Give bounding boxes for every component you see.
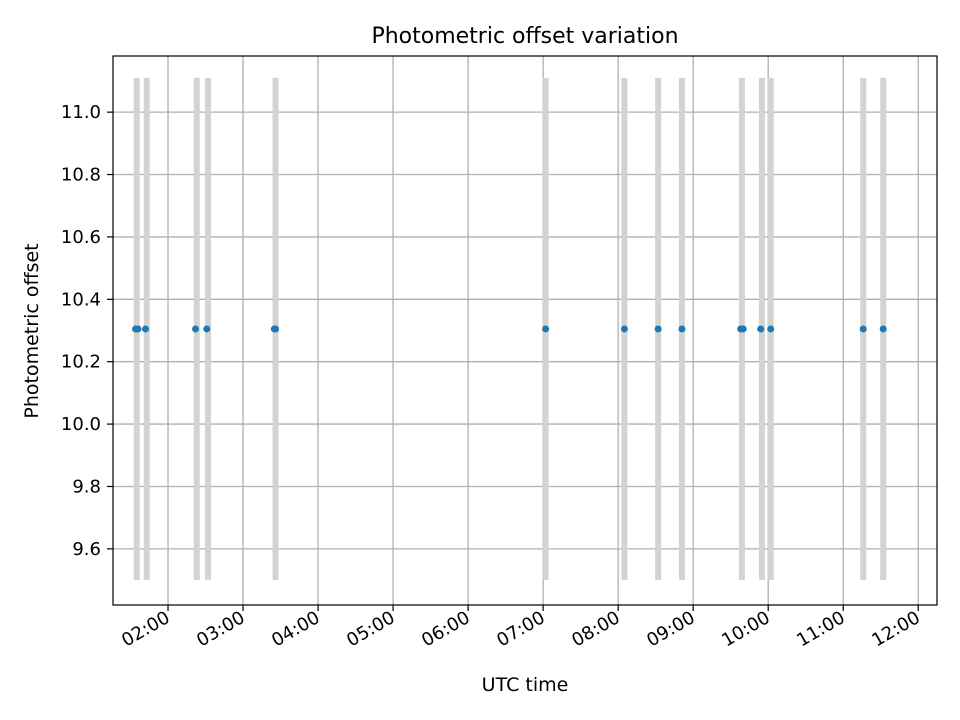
y-tick-label: 10.2 <box>61 352 101 373</box>
data-point <box>678 325 686 333</box>
data-point <box>879 325 887 333</box>
data-point <box>134 325 142 333</box>
x-axis-label: UTC time <box>482 674 569 696</box>
plot-frame <box>112 55 938 606</box>
chart-title: Photometric offset variation <box>371 24 678 49</box>
data-point <box>757 325 765 333</box>
x-axis-ticks: 02:00 03:00 04:00 05:00 06:00 07:00 08:00 09:00… <box>118 605 924 651</box>
x-tick-label: 05:00 <box>343 607 398 651</box>
data-point <box>859 325 867 333</box>
x-tick-label: 08:00 <box>568 607 623 651</box>
y-tick-label: 10.4 <box>61 289 101 310</box>
data-point <box>542 325 550 333</box>
data-point <box>739 325 747 333</box>
y-tick-label: 10.0 <box>61 414 101 435</box>
y-axis-label: Photometric offset <box>21 243 43 418</box>
data-point <box>203 325 211 333</box>
x-tick-label: 02:00 <box>118 607 173 651</box>
x-tick-label: 03:00 <box>193 607 248 651</box>
x-tick-label: 07:00 <box>493 607 548 651</box>
point-layer <box>132 325 887 333</box>
data-point <box>620 325 628 333</box>
grid <box>113 56 937 605</box>
x-tick-label: 10:00 <box>718 607 773 651</box>
x-tick-label: 04:00 <box>268 607 323 651</box>
y-axis-ticks: 9.6 9.8 10.0 10.2 10.4 10.6 10.8 11.0 <box>61 102 113 560</box>
x-tick-label: 09:00 <box>643 607 698 651</box>
data-point <box>272 325 280 333</box>
data-point <box>192 325 200 333</box>
y-tick-label: 10.6 <box>61 227 101 248</box>
x-tick-label: 06:00 <box>418 607 473 651</box>
y-tick-label: 10.8 <box>61 165 101 186</box>
y-tick-label: 11.0 <box>61 102 101 123</box>
y-tick-label: 9.6 <box>72 539 101 560</box>
x-tick-label: 11:00 <box>793 607 848 651</box>
data-point <box>142 325 150 333</box>
x-tick-label: 12:00 <box>868 607 923 651</box>
data-point <box>654 325 662 333</box>
y-tick-label: 9.8 <box>72 476 101 497</box>
data-point <box>767 325 775 333</box>
